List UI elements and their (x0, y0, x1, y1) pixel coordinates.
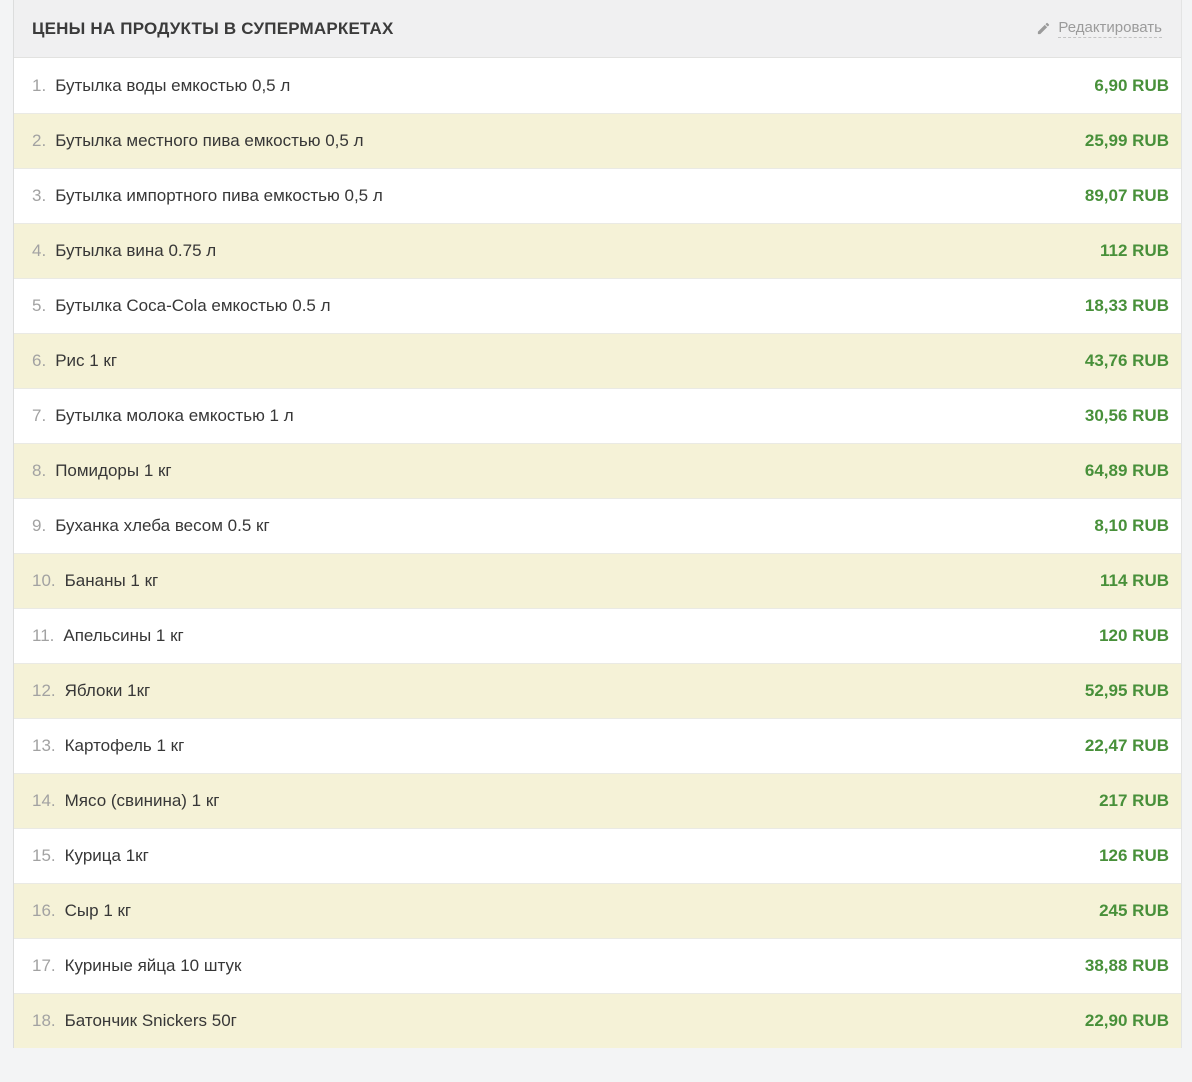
product-name: Рис 1 кг (55, 351, 118, 370)
product-price: 18,33 RUB (1084, 296, 1169, 315)
product-price: 52,95 RUB (1084, 681, 1169, 700)
row-number: 10. (32, 571, 56, 590)
price-list-panel: ЦЕНЫ НА ПРОДУКТЫ В СУПЕРМАРКЕТАХ Редакти… (13, 0, 1182, 1048)
product-name: Яблоки 1кг (64, 681, 151, 700)
product-name: Куриные яйца 10 штук (64, 956, 242, 975)
price-list: 1. Бутылка воды емкостью 0,5 л 6,90 RUB … (14, 58, 1181, 1048)
row-number: 8. (32, 461, 47, 480)
row-number: 18. (32, 1011, 56, 1030)
product-price: 126 RUB (1099, 846, 1169, 865)
table-row: 18. Батончик Snickers 50г 22,90 RUB (14, 993, 1181, 1048)
table-row: 2. Бутылка местного пива емкостью 0,5 л … (14, 113, 1181, 168)
product-name: Апельсины 1 кг (63, 626, 184, 645)
product-price: 245 RUB (1099, 901, 1169, 920)
table-row: 10. Бананы 1 кг 114 RUB (14, 553, 1181, 608)
row-number: 2. (32, 131, 47, 150)
product-name: Картофель 1 кг (64, 736, 185, 755)
table-row: 5. Бутылка Coca-Cola емкостью 0.5 л 18,3… (14, 278, 1181, 333)
product-price: 25,99 RUB (1084, 131, 1169, 150)
product-name: Буханка хлеба весом 0.5 кг (55, 516, 270, 535)
row-number: 13. (32, 736, 56, 755)
product-name: Мясо (свинина) 1 кг (64, 791, 220, 810)
row-number: 6. (32, 351, 47, 370)
product-name: Помидоры 1 кг (55, 461, 172, 480)
row-number: 17. (32, 956, 56, 975)
table-row: 17. Куриные яйца 10 штук 38,88 RUB (14, 938, 1181, 993)
table-row: 16. Сыр 1 кг 245 RUB (14, 883, 1181, 938)
table-row: 6. Рис 1 кг 43,76 RUB (14, 333, 1181, 388)
product-price: 6,90 RUB (1094, 75, 1169, 95)
product-name: Сыр 1 кг (64, 901, 132, 920)
panel-header: ЦЕНЫ НА ПРОДУКТЫ В СУПЕРМАРКЕТАХ Редакти… (14, 0, 1181, 58)
table-row: 15. Курица 1кг 126 RUB (14, 828, 1181, 883)
product-name: Курица 1кг (64, 846, 149, 865)
product-name: Бутылка импортного пива емкостью 0,5 л (55, 186, 383, 205)
product-name: Бананы 1 кг (64, 571, 159, 590)
row-number: 3. (32, 186, 47, 205)
product-price: 120 RUB (1099, 626, 1169, 645)
table-row: 1. Бутылка воды емкостью 0,5 л 6,90 RUB (14, 58, 1181, 113)
product-name: Бутылка вина 0.75 л (55, 241, 217, 260)
row-number: 12. (32, 681, 56, 700)
row-number: 14. (32, 791, 56, 810)
table-row: 7. Бутылка молока емкостью 1 л 30,56 RUB (14, 388, 1181, 443)
table-row: 13. Картофель 1 кг 22,47 RUB (14, 718, 1181, 773)
page-title: ЦЕНЫ НА ПРОДУКТЫ В СУПЕРМАРКЕТАХ (32, 18, 394, 38)
row-number: 5. (32, 296, 47, 315)
row-number: 1. (32, 75, 47, 95)
table-row: 3. Бутылка импортного пива емкостью 0,5 … (14, 168, 1181, 223)
table-row: 4. Бутылка вина 0.75 л 112 RUB (14, 223, 1181, 278)
table-row: 8. Помидоры 1 кг 64,89 RUB (14, 443, 1181, 498)
product-price: 217 RUB (1099, 791, 1169, 810)
edit-button[interactable]: Редактировать (1036, 19, 1162, 38)
table-row: 9. Буханка хлеба весом 0.5 кг 8,10 RUB (14, 498, 1181, 553)
table-row: 14. Мясо (свинина) 1 кг 217 RUB (14, 773, 1181, 828)
product-price: 112 RUB (1100, 241, 1169, 260)
row-number: 7. (32, 406, 47, 425)
edit-button-label: Редактировать (1058, 19, 1162, 38)
row-number: 11. (32, 626, 55, 645)
row-number: 15. (32, 846, 56, 865)
product-price: 22,90 RUB (1084, 1011, 1169, 1030)
pencil-icon (1036, 21, 1051, 36)
product-price: 30,56 RUB (1084, 406, 1169, 425)
product-name: Батончик Snickers 50г (64, 1011, 237, 1030)
row-number: 4. (32, 241, 47, 260)
product-price: 114 RUB (1100, 571, 1169, 590)
row-number: 9. (32, 516, 47, 535)
product-name: Бутылка Coca-Cola емкостью 0.5 л (55, 296, 331, 315)
product-name: Бутылка молока емкостью 1 л (55, 406, 294, 425)
product-price: 64,89 RUB (1084, 461, 1169, 480)
product-name: Бутылка воды емкостью 0,5 л (55, 75, 291, 95)
product-price: 22,47 RUB (1084, 736, 1169, 755)
product-price: 43,76 RUB (1084, 351, 1169, 370)
row-number: 16. (32, 901, 56, 920)
product-name: Бутылка местного пива емкостью 0,5 л (55, 131, 364, 150)
product-price: 38,88 RUB (1084, 956, 1169, 975)
product-price: 8,10 RUB (1094, 516, 1169, 535)
table-row: 12. Яблоки 1кг 52,95 RUB (14, 663, 1181, 718)
table-row: 11. Апельсины 1 кг 120 RUB (14, 608, 1181, 663)
product-price: 89,07 RUB (1084, 186, 1169, 205)
